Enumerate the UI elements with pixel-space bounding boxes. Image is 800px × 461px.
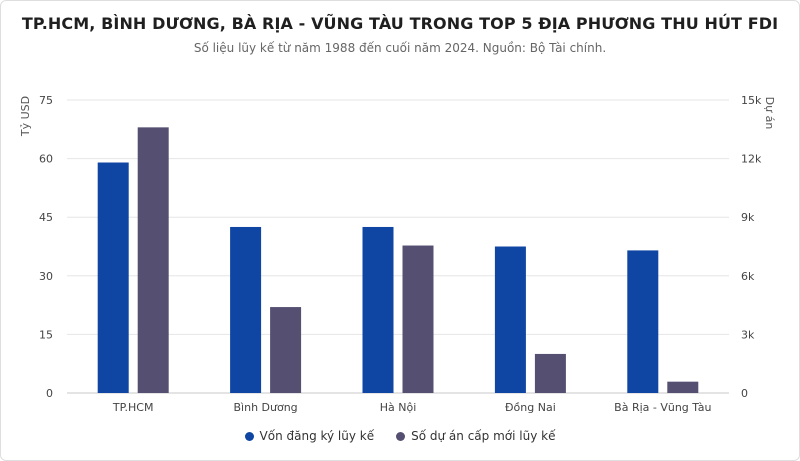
left-axis-ticks: 0 15 30 45 60 75 <box>39 94 53 400</box>
x-tick-label: Đồng Nai <box>505 401 556 414</box>
x-tick-label: Bình Dương <box>234 401 298 414</box>
bar-series-2-1[interactable] <box>137 127 169 393</box>
bars <box>97 127 699 394</box>
right-axis-ticks: 0 3k 6k 9k 12k 15k <box>741 94 762 400</box>
left-tick-label: 75 <box>39 94 53 107</box>
legend-label-series-2: Số dự án cấp mới lũy kế <box>411 429 556 443</box>
bar-series-2-4[interactable] <box>534 353 566 393</box>
right-axis-title: Dự án <box>763 97 776 130</box>
legend-dot-series-2 <box>396 431 406 441</box>
bar-series-2-5[interactable] <box>667 381 699 393</box>
left-axis-title: Tỷ USD <box>19 96 32 137</box>
x-tick-label: Bà Rịa - Vũng Tàu <box>614 401 711 414</box>
left-tick-label: 15 <box>39 328 53 341</box>
left-tick-label: 0 <box>46 387 53 400</box>
left-tick-label: 30 <box>39 270 53 283</box>
right-tick-label: 9k <box>741 211 755 224</box>
bar-series-1-5[interactable] <box>627 250 659 393</box>
legend-label-series-1: Vốn đăng ký lũy kế <box>259 429 375 443</box>
legend-item-series-2[interactable]: Số dự án cấp mới lũy kế <box>396 429 555 443</box>
chart-subtitle: Số liệu lũy kế từ năm 1988 đến cuối năm … <box>193 41 607 55</box>
x-tick-label: Hà Nội <box>380 401 417 414</box>
legend-dot-series-1 <box>244 431 254 441</box>
legend-item-series-1[interactable]: Vốn đăng ký lũy kế <box>244 429 375 443</box>
bar-series-1-2[interactable] <box>230 226 262 393</box>
bar-series-2-3[interactable] <box>402 245 434 393</box>
right-tick-label: 12k <box>741 153 762 166</box>
right-tick-label: 3k <box>741 328 755 341</box>
bar-series-1-1[interactable] <box>97 162 129 393</box>
right-tick-label: 6k <box>741 270 755 283</box>
chart-legend: Vốn đăng ký lũy kế Số dự án cấp mới lũy … <box>1 429 799 443</box>
x-axis-ticks: TP.HCM Bình Dương Hà Nội Đồng Nai Bà Rịa - V… <box>112 401 712 414</box>
x-tick-label: TP.HCM <box>112 401 154 414</box>
gridlines <box>67 99 729 394</box>
left-tick-label: 60 <box>39 153 53 166</box>
bar-series-1-4[interactable] <box>494 246 526 394</box>
bar-series-1-3[interactable] <box>362 226 394 393</box>
right-tick-label: 15k <box>741 94 762 107</box>
left-tick-label: 45 <box>39 211 53 224</box>
chart-title: TP.HCM, BÌNH DƯƠNG, BÀ RỊA - VŨNG TÀU TR… <box>21 14 779 33</box>
right-tick-label: 0 <box>741 387 748 400</box>
bar-series-2-2[interactable] <box>270 307 302 393</box>
